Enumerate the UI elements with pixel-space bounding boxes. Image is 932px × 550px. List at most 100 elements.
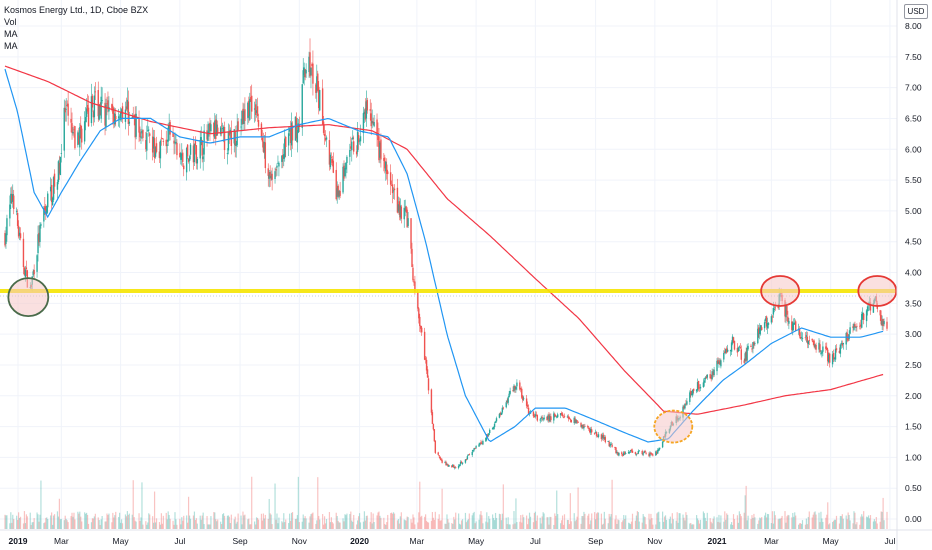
volume-bar — [132, 480, 134, 529]
volume-bar — [829, 523, 831, 529]
candle-body — [406, 209, 408, 228]
volume-bar — [560, 520, 563, 529]
candle-body — [302, 70, 304, 84]
candle-body — [253, 108, 256, 110]
currency-label[interactable]: USD — [904, 4, 928, 19]
volume-bar — [475, 521, 477, 529]
volume-bar — [508, 524, 510, 529]
volume-bar — [11, 522, 13, 529]
volume-bar — [182, 520, 184, 529]
volume-bar — [788, 515, 790, 529]
volume-bar — [56, 511, 59, 529]
candle-body — [81, 128, 83, 143]
price-axis[interactable]: 8.00 7.50 7.00 6.50 6.00 5.50 5.00 4.50 4.00 3.50… — [905, 21, 922, 524]
candle-body — [562, 416, 565, 418]
candle-body — [59, 156, 62, 176]
candle-body — [879, 310, 881, 316]
candle-body — [131, 116, 133, 118]
volume-bar — [319, 519, 321, 529]
candle-body — [380, 139, 382, 160]
volume-bar — [365, 515, 367, 529]
time-axis[interactable]: 2019 Mar May Jul Sep Nov 2020 Mar May Jul Sep Nov 20… — [9, 536, 896, 546]
candle-body — [535, 414, 538, 416]
candle-body — [207, 131, 209, 141]
candle-body — [180, 153, 182, 160]
volume-bar — [793, 516, 795, 529]
y-tick-label: 3.50 — [905, 298, 922, 308]
y-tick-label: 7.00 — [905, 83, 922, 93]
volume-bar — [781, 515, 783, 529]
volume-bar — [778, 518, 780, 529]
volume-bar — [478, 519, 480, 529]
legend-vol[interactable]: Vol — [4, 17, 17, 27]
volume-bar — [342, 518, 344, 529]
candle-body — [466, 456, 469, 460]
candle-body — [527, 407, 530, 415]
legend: Kosmos Energy Ltd., 1D, Cboe BZX Vol MA … — [4, 4, 148, 52]
volume-bar — [711, 523, 713, 529]
volume-bar — [92, 518, 94, 529]
candle-body — [608, 441, 610, 447]
volume-bar — [541, 516, 543, 529]
candle-body — [566, 416, 569, 418]
volume-bar — [594, 519, 597, 529]
volume-bar — [785, 522, 787, 529]
candle-body — [376, 119, 378, 136]
candle-body — [220, 125, 223, 127]
candle-body — [733, 340, 736, 350]
volume-bar — [770, 523, 773, 529]
volume-bar — [481, 515, 483, 529]
candle-body — [427, 378, 430, 391]
legend-ma-2[interactable]: MA — [4, 41, 18, 51]
volume-bar — [424, 516, 426, 529]
candle-body — [624, 452, 626, 454]
volume-bar — [391, 512, 393, 529]
volume-bar — [445, 523, 447, 529]
volume-bar — [45, 517, 47, 529]
volume-bar — [398, 523, 400, 529]
candle-body — [9, 204, 11, 219]
volume-bar — [846, 519, 848, 529]
candle-body — [656, 452, 658, 454]
candle-body — [39, 225, 41, 242]
annotation-circles[interactable] — [7, 275, 898, 444]
volume-bar — [149, 514, 151, 529]
candle-body — [214, 120, 216, 139]
candle-body — [794, 323, 796, 325]
candle-body — [411, 248, 413, 268]
volume-bar — [181, 517, 183, 529]
candle-body — [398, 201, 401, 215]
annotation-circle-red[interactable] — [857, 275, 898, 307]
volume-bar — [662, 521, 665, 529]
candle-body — [574, 418, 576, 423]
legend-ma-1[interactable]: MA — [4, 29, 18, 39]
candle-body — [378, 136, 380, 161]
candle-body — [146, 133, 148, 151]
volume-bar — [631, 513, 634, 529]
annotation-circle-green[interactable] — [7, 277, 50, 318]
candle-body — [534, 414, 537, 417]
candle-body — [636, 453, 639, 455]
volume-bar — [848, 514, 850, 529]
volume-bar — [22, 523, 25, 529]
candle-body — [593, 433, 596, 435]
annotation-circle-red[interactable] — [760, 275, 801, 307]
annotation-circle-yellow[interactable] — [653, 409, 694, 444]
support-line[interactable] — [0, 288, 897, 297]
volume-bar — [557, 514, 559, 529]
candle-body — [277, 162, 279, 164]
candle-body — [799, 336, 802, 339]
volume-bar — [400, 512, 402, 529]
candle-body — [801, 337, 804, 339]
candle-body — [590, 429, 592, 433]
volume-bar — [338, 522, 340, 529]
volume-bar — [154, 522, 157, 529]
volume-bar — [705, 520, 707, 529]
candle-body — [706, 374, 708, 378]
volume-bar — [9, 523, 11, 529]
candle-body — [460, 461, 463, 464]
volume-bar — [882, 497, 884, 529]
volume-bar — [466, 520, 468, 529]
volume-bar — [36, 512, 38, 529]
